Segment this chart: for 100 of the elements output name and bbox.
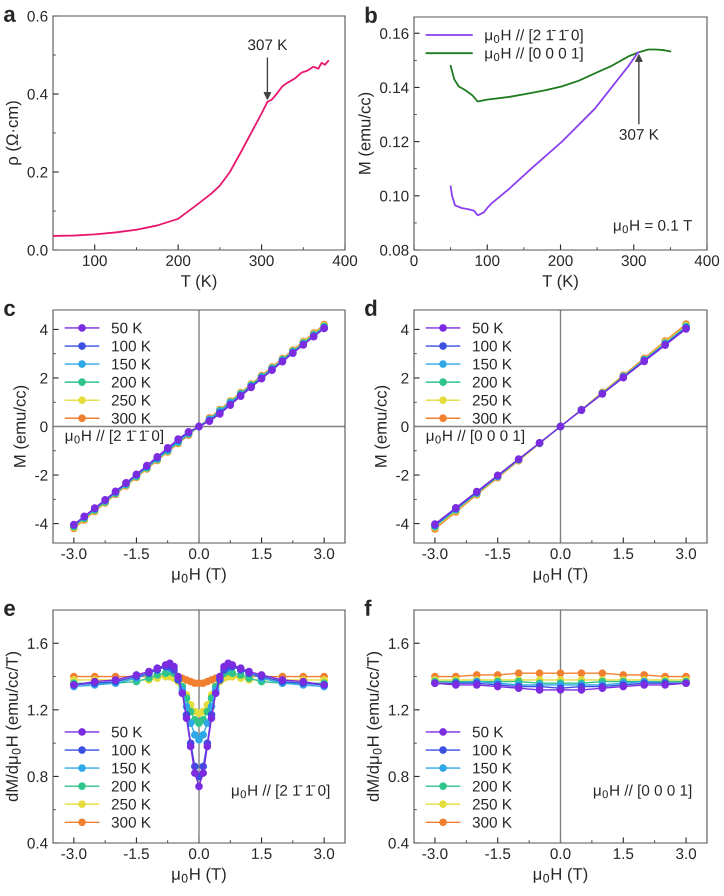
legend-label: 300 K [472,412,512,424]
x-tick-label: 0.0 [188,848,210,860]
y-tick-label: 2 [40,372,48,384]
legend-label: 100 K [473,744,512,756]
legend-label: μ$_{0}$H // [2 1̄ 1̄ 0] [485,29,583,44]
y-tick-label: -4 [35,518,48,530]
y-axis-title: M (emu/cc) [13,386,29,467]
x-tick-label: 200 [166,255,190,266]
y-tick-label: 0.2 [28,166,48,178]
x-tick-label: 100 [83,255,107,266]
x-tick-label: 400 [694,255,720,266]
y-tick-label: -2 [396,470,408,481]
x-tick-label: 1.5 [252,548,272,560]
x-tick-label: -3.0 [61,548,86,560]
y-axis-title: M (emu/cc) [374,386,390,467]
legend-label: 50 K [112,726,142,738]
x-tick-label: -1.5 [485,848,510,860]
legend-label: 150 K [473,358,512,370]
x-axis-title: T (K) [542,274,578,290]
x-tick-label: 300 [249,255,274,266]
y-tick-label: 1.6 [28,638,48,649]
x-tick-label: 3.0 [314,848,334,860]
y-tick-label: 0.4 [28,838,48,849]
legend-label: 150 K [473,762,512,774]
y-tick-label: 0.4 [28,88,48,100]
legend-label: 200 K [112,376,151,388]
chart-title: d [365,300,376,316]
y-tick-label: 0.8 [28,771,48,782]
y-tick-label: 1.2 [389,704,408,716]
annotation: 307 K [248,39,288,50]
y-tick-label: -4 [396,518,409,530]
x-tick-label: 1.5 [614,848,634,860]
x-tick-label: 1.5 [252,848,272,860]
x-tick-label: 100 [476,255,500,266]
y-axis-title: ρ (Ω·cm) [6,101,22,165]
y-tick-label: 0.14 [380,82,409,94]
x-axis-title: μ$_{0}$H (T) [172,568,226,584]
legend-label: 50 K [112,322,142,334]
legend-label: 100 K [112,340,151,352]
y-tick-label: -2 [35,470,48,481]
y-tick-label: 0.4 [388,838,409,849]
x-tick-label: 200 [548,255,573,266]
x-tick-label: -1.5 [124,848,149,860]
y-tick-label: 0.12 [380,136,408,148]
x-tick-label: 1.5 [614,548,634,560]
x-tick-label: -1.5 [485,548,510,560]
y-tick-label: 4 [40,324,48,335]
x-tick-label: 3.0 [676,548,696,560]
x-tick-label: 0.0 [550,848,571,860]
x-tick-label: -1.5 [124,548,149,560]
y-tick-label: 0.0 [28,244,48,256]
legend-label: 50 K [472,726,504,738]
y-tick-label: 1.2 [28,704,48,716]
y-axis-title: dM/dμ$_{0}$H (emu/cc/T) [366,652,382,802]
legend-label: μ$_{0}$H // [0 0 0 1] [485,47,583,62]
legend-label: 300 K [472,816,512,828]
legend-label: 250 K [112,394,151,406]
legend-label: 250 K [472,798,512,810]
legend-label: 250 K [112,798,151,810]
chart-title: c [4,304,16,316]
y-tick-label: 2 [401,372,408,384]
y-tick-label: 0.6 [28,10,48,22]
x-tick-label: -3.0 [422,848,448,860]
legend-label: 200 K [472,780,512,792]
annotation: 307 K [620,129,659,140]
x-tick-label: 3.0 [314,548,334,560]
legend-label: 200 K [472,376,512,388]
chart-title: f [364,600,372,616]
y-tick-label: 0 [40,421,48,432]
legend-label: 300 K [112,816,151,828]
chart-title: a [4,10,16,22]
x-tick-label: 0.0 [550,548,571,560]
chart-title: b [366,6,377,23]
y-axis-title: M (emu/cc) [358,92,374,174]
x-tick-label: 3.0 [676,848,696,860]
x-axis-title: μ$_{0}$H (T) [172,868,226,884]
legend-label: 200 K [112,780,151,792]
x-tick-label: -3.0 [422,548,448,560]
annotation: μ$_{0}$H // [2 1̄ 1̄ 0] [66,430,163,444]
annotation: μ$_{0}$H // [0 0 0 1] [594,784,692,799]
legend-label: 100 K [473,340,512,352]
y-tick-label: 0.8 [388,771,408,782]
x-tick-label: 0 [410,255,418,266]
legend-label: 300 K [112,412,151,424]
y-tick-label: 0.10 [380,190,409,202]
legend-label: 100 K [112,744,151,756]
y-axis-title: dM/dμ$_{0}$H (emu/cc/T) [6,652,22,802]
y-tick-label: 0.16 [380,28,408,39]
x-tick-label: -3.0 [61,848,86,860]
x-axis-title: T (K) [181,274,216,290]
annotation: μ$_{0}$H // [0 0 0 1] [426,430,524,444]
x-tick-label: 300 [622,255,646,266]
y-tick-label: 0 [401,421,409,432]
x-axis-title: μ$_{0}$H (T) [534,568,588,584]
x-tick-label: 0.0 [188,548,210,560]
annotation: μ$_{0}$H // [2 1̄ 1̄ 0] [232,784,330,799]
y-tick-label: 1.6 [389,638,408,649]
annotation: μ$_{0}$H = 0.1 T [614,220,692,234]
legend-label: 150 K [112,762,151,774]
chart-title: e [4,604,15,616]
